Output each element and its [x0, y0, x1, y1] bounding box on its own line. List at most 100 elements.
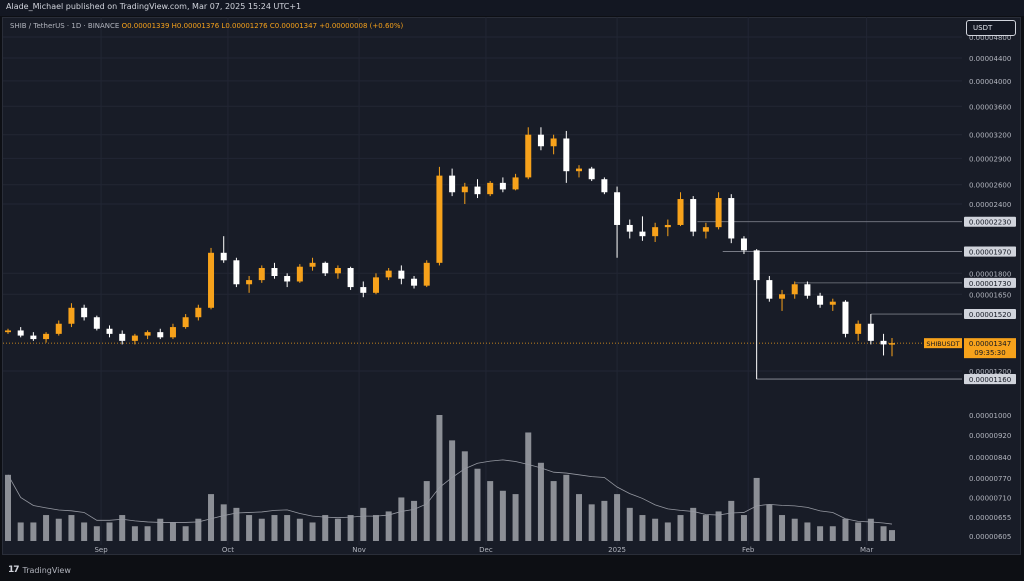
- candle-body: [398, 270, 405, 279]
- level-label-box: [964, 216, 1016, 227]
- level-label-box: [964, 277, 1016, 288]
- level-label-box: [964, 246, 1016, 257]
- price-chart[interactable]: 0.00004800 0.00004400 0.00004000 0.00003600…: [0, 0, 1024, 556]
- candle-body: [449, 175, 456, 193]
- candle-body: [385, 270, 392, 278]
- volume-bar: [106, 522, 113, 541]
- candle-body: [360, 287, 367, 293]
- candle-body: [626, 224, 633, 232]
- candle-body: [817, 295, 824, 305]
- volume-bar: [309, 522, 316, 541]
- candle-body: [779, 294, 786, 299]
- volume-bar: [766, 504, 773, 541]
- price-tick-label: 0.00001200: [969, 368, 1011, 376]
- candle-body: [334, 268, 341, 274]
- volume-bar: [81, 522, 88, 541]
- candle-body: [715, 198, 722, 228]
- candle-body: [68, 307, 75, 324]
- tradingview-mark-icon: 17: [8, 565, 19, 575]
- volume-bar: [461, 451, 468, 541]
- volume-bar: [284, 515, 291, 541]
- volume-bar: [195, 518, 202, 541]
- candle-body: [284, 276, 291, 282]
- candle-body: [411, 278, 418, 286]
- price-tick-label: 0.00004400: [969, 55, 1011, 63]
- candle-body: [423, 262, 430, 286]
- level-label-box: [964, 309, 1016, 320]
- candle-body: [81, 307, 88, 318]
- volume-bar: [372, 515, 379, 541]
- volume-tick-label: 0.00000920: [969, 432, 1011, 440]
- candle-body: [372, 277, 379, 293]
- price-tick-label: 0.00004000: [969, 78, 1011, 86]
- volume-bar: [779, 515, 786, 541]
- volume-bar: [144, 526, 151, 541]
- volume-bar: [436, 415, 443, 541]
- candle-body: [131, 335, 138, 341]
- published-text: Alade_Michael published on TradingView.c…: [6, 2, 302, 11]
- time-tick-label: Feb: [742, 546, 755, 554]
- current-price-label: 0.00001347: [969, 340, 1011, 348]
- candle-body: [322, 262, 329, 274]
- countdown-label: 09:35:30: [974, 349, 1005, 357]
- volume-tick-label: 0.00000655: [969, 514, 1011, 522]
- candle-body: [702, 227, 709, 232]
- candle-body: [5, 330, 11, 333]
- time-tick-label: Oct: [222, 546, 234, 554]
- level-label-box: [964, 374, 1016, 385]
- price-tick-label: 0.00002400: [969, 201, 1011, 209]
- volume-bar: [258, 518, 265, 541]
- volume-bar: [842, 518, 849, 541]
- volume-bar: [220, 504, 227, 541]
- current-price-box: [964, 338, 1016, 359]
- symbol-label: SHIB / TetherUS · 1D · BINANCE: [10, 22, 120, 30]
- volume-bar: [601, 500, 608, 541]
- volume-bar: [512, 494, 519, 541]
- level-label: 0.00001160: [969, 376, 1011, 384]
- candle-body: [271, 268, 278, 277]
- volume-bar: [296, 518, 303, 541]
- level-label: 0.00001730: [969, 280, 1011, 288]
- candle-body: [309, 262, 316, 267]
- volume-bar: [563, 474, 570, 541]
- level-label: 0.00001970: [969, 249, 1011, 257]
- volume-bar: [715, 511, 722, 541]
- candle-body: [639, 231, 646, 237]
- candle-body: [461, 186, 468, 193]
- volume-bar: [93, 526, 100, 541]
- level-label: 0.00001520: [969, 311, 1011, 319]
- candle-body: [652, 227, 659, 237]
- candle-body: [157, 332, 164, 338]
- candle-body: [550, 138, 557, 147]
- tradingview-logo[interactable]: 17 TradingView: [8, 565, 71, 575]
- volume-bar: [588, 504, 595, 541]
- volume-bar: [740, 515, 747, 541]
- volume-bar: [702, 515, 709, 541]
- candle-body: [17, 330, 24, 336]
- volume-bar: [664, 522, 671, 541]
- candle-body: [195, 307, 202, 318]
- price-tick-label: 0.00003600: [969, 103, 1011, 111]
- price-tick-label: 0.00003200: [969, 132, 1011, 140]
- volume-bar: [614, 494, 621, 541]
- volume-bar: [398, 497, 405, 541]
- candle-body: [220, 252, 227, 261]
- footer-bar: [0, 556, 1024, 581]
- candle-body: [55, 323, 62, 334]
- candle-body: [601, 179, 608, 193]
- candle-body: [867, 323, 874, 341]
- volume-bar: [119, 515, 126, 541]
- symbol-badge-label: SHIBUSDT: [926, 340, 959, 348]
- price-tick-label: 0.00002600: [969, 182, 1011, 190]
- price-tick-label: 0.00001650: [969, 291, 1011, 299]
- volume-tick-label: 0.00000710: [969, 494, 1011, 502]
- volume-bar: [423, 481, 430, 541]
- candle-body: [855, 323, 862, 334]
- volume-bar: [30, 522, 37, 541]
- volume-bar: [576, 494, 583, 541]
- volume-bar: [411, 500, 418, 541]
- currency-button[interactable]: USDT: [966, 20, 1016, 36]
- volume-bar: [5, 474, 11, 541]
- volume-bar: [474, 468, 481, 541]
- volume-bar: [525, 432, 532, 541]
